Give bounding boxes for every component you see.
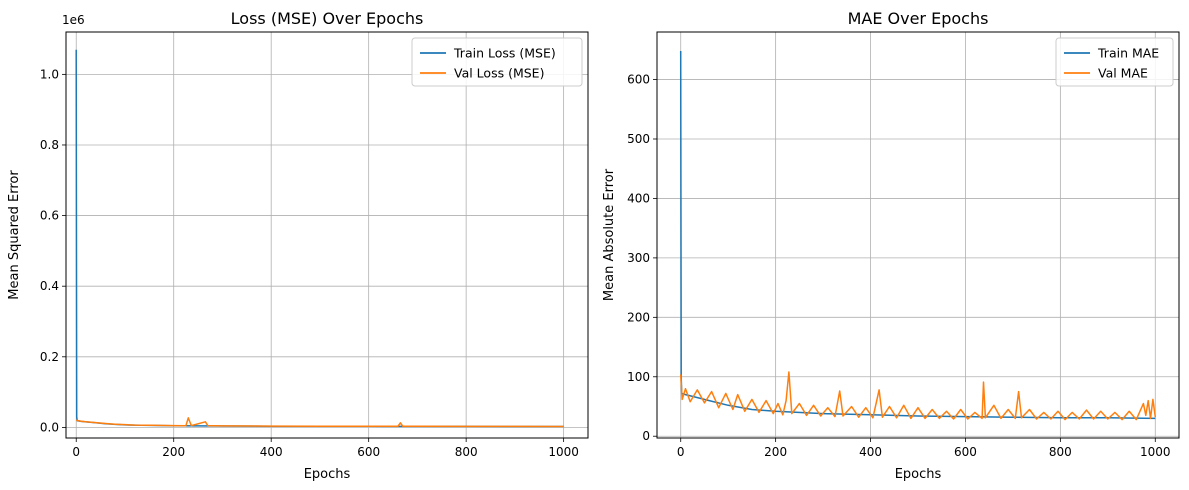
loss-y-tick-label: 0.4 <box>40 279 59 293</box>
mae-ticks: 0 200 400 600 800 1000 0 100 200 300 400 500 600 <box>627 73 1170 459</box>
loss-x-tick-label: 1000 <box>548 445 579 459</box>
loss-x-tick-label: 600 <box>357 445 380 459</box>
mae-y-tick-label: 400 <box>627 191 650 205</box>
loss-x-tick-label: 800 <box>455 445 478 459</box>
mae-chart-title: MAE Over Epochs <box>848 9 989 28</box>
loss-y-axis-label: Mean Squared Error <box>7 170 22 300</box>
loss-chart: 0 200 400 600 800 1000 0.0 0.2 0.4 0.6 0.8 1.0 Loss… <box>7 9 589 482</box>
mae-x-axis-label: Epochs <box>895 467 942 482</box>
loss-legend: Train Loss (MSE) Val Loss (MSE) <box>411 37 583 87</box>
mae-y-axis-label: Mean Absolute Error <box>602 168 617 301</box>
loss-y-tick-label: 1.0 <box>40 67 59 81</box>
mae-y-tick-label: 200 <box>627 310 650 324</box>
loss-grid <box>66 32 588 438</box>
mae-legend: Train MAE Val MAE <box>1055 37 1174 87</box>
mae-x-tick-label: 600 <box>954 445 977 459</box>
mae-legend-label-2: Val MAE <box>1098 66 1148 81</box>
mae-x-tick-label: 0 <box>677 445 685 459</box>
loss-y-tick-label: 0.8 <box>40 138 59 152</box>
loss-y-tick-label: 0.0 <box>40 420 59 434</box>
mae-series-line-2 <box>679 371 1157 421</box>
loss-series-line-2 <box>76 417 564 428</box>
mae-legend-label-1: Train MAE <box>1097 46 1159 61</box>
loss-series <box>75 49 564 428</box>
mae-x-tick-label: 800 <box>1049 445 1072 459</box>
mae-x-tick-label: 1000 <box>1140 445 1171 459</box>
mae-y-tick-label: 500 <box>627 132 650 146</box>
mae-x-tick-label: 400 <box>859 445 882 459</box>
loss-chart-title: Loss (MSE) Over Epochs <box>231 9 424 28</box>
loss-y-offset-text: 1e6 <box>62 13 85 27</box>
mae-series <box>679 50 1157 421</box>
loss-y-tick-label: 0.2 <box>40 350 59 364</box>
mae-legend-box <box>1055 37 1174 87</box>
mae-y-tick-label: 600 <box>627 73 650 87</box>
mae-y-tick-label: 0 <box>642 429 650 443</box>
loss-legend-box <box>411 37 583 87</box>
mae-plot-frame <box>656 31 1180 439</box>
loss-legend-label-2: Val Loss (MSE) <box>454 66 544 81</box>
loss-x-tick-label: 0 <box>72 445 80 459</box>
loss-y-tick-label: 0.6 <box>40 209 59 223</box>
mae-chart: 0 200 400 600 800 1000 0 100 200 300 400 500 600 MAE… <box>602 9 1180 482</box>
mae-x-tick-label: 200 <box>764 445 787 459</box>
mae-y-tick-label: 300 <box>627 251 650 265</box>
mae-y-tick-label: 100 <box>627 370 650 384</box>
loss-ticks: 0 200 400 600 800 1000 0.0 0.2 0.4 0.6 0.8 1.0 <box>40 67 579 459</box>
loss-plot-frame <box>65 31 589 439</box>
loss-x-axis-label: Epochs <box>304 467 351 482</box>
loss-x-tick-label: 400 <box>260 445 283 459</box>
loss-legend-label-1: Train Loss (MSE) <box>453 46 556 61</box>
loss-x-tick-label: 200 <box>162 445 185 459</box>
